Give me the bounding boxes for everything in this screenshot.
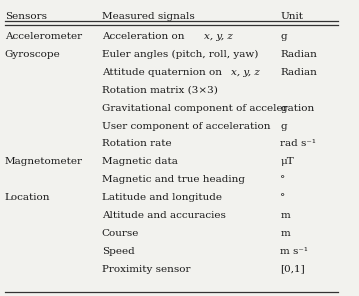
- Text: g: g: [280, 104, 287, 113]
- Text: °: °: [280, 175, 285, 184]
- Text: Accelerometer: Accelerometer: [5, 32, 82, 41]
- Text: Rotation rate: Rotation rate: [102, 139, 171, 149]
- Text: Acceleration on: Acceleration on: [102, 32, 187, 41]
- Text: Euler angles (pitch, roll, yaw): Euler angles (pitch, roll, yaw): [102, 50, 258, 59]
- Text: Unit: Unit: [280, 12, 303, 21]
- Text: Gravitational component of acceleration: Gravitational component of acceleration: [102, 104, 314, 113]
- Text: Gyroscope: Gyroscope: [5, 50, 61, 59]
- Text: Sensors: Sensors: [5, 12, 47, 21]
- Text: g: g: [280, 32, 287, 41]
- Text: Latitude and longitude: Latitude and longitude: [102, 193, 222, 202]
- Text: m: m: [280, 211, 290, 220]
- Text: Magnetometer: Magnetometer: [5, 157, 83, 166]
- Text: Radian: Radian: [280, 50, 317, 59]
- Text: x, y, z: x, y, z: [231, 68, 260, 77]
- Text: Proximity sensor: Proximity sensor: [102, 265, 190, 274]
- Text: x, y, z: x, y, z: [204, 32, 233, 41]
- Text: Magnetic and true heading: Magnetic and true heading: [102, 175, 245, 184]
- Text: Radian: Radian: [280, 68, 317, 77]
- Text: °: °: [280, 193, 285, 202]
- Text: Magnetic data: Magnetic data: [102, 157, 178, 166]
- Text: g: g: [280, 122, 287, 131]
- Text: Speed: Speed: [102, 247, 135, 256]
- Text: m: m: [280, 229, 290, 238]
- Text: Course: Course: [102, 229, 139, 238]
- Text: [0,1]: [0,1]: [280, 265, 305, 274]
- Text: rad s⁻¹: rad s⁻¹: [280, 139, 316, 149]
- Text: μT: μT: [280, 157, 294, 166]
- Text: User component of acceleration: User component of acceleration: [102, 122, 270, 131]
- Text: m s⁻¹: m s⁻¹: [280, 247, 308, 256]
- Text: Attitude quaternion on: Attitude quaternion on: [102, 68, 225, 77]
- Text: Location: Location: [5, 193, 50, 202]
- Text: Measured signals: Measured signals: [102, 12, 195, 21]
- Text: Rotation matrix (3×3): Rotation matrix (3×3): [102, 86, 218, 95]
- Text: Altitude and accuracies: Altitude and accuracies: [102, 211, 225, 220]
